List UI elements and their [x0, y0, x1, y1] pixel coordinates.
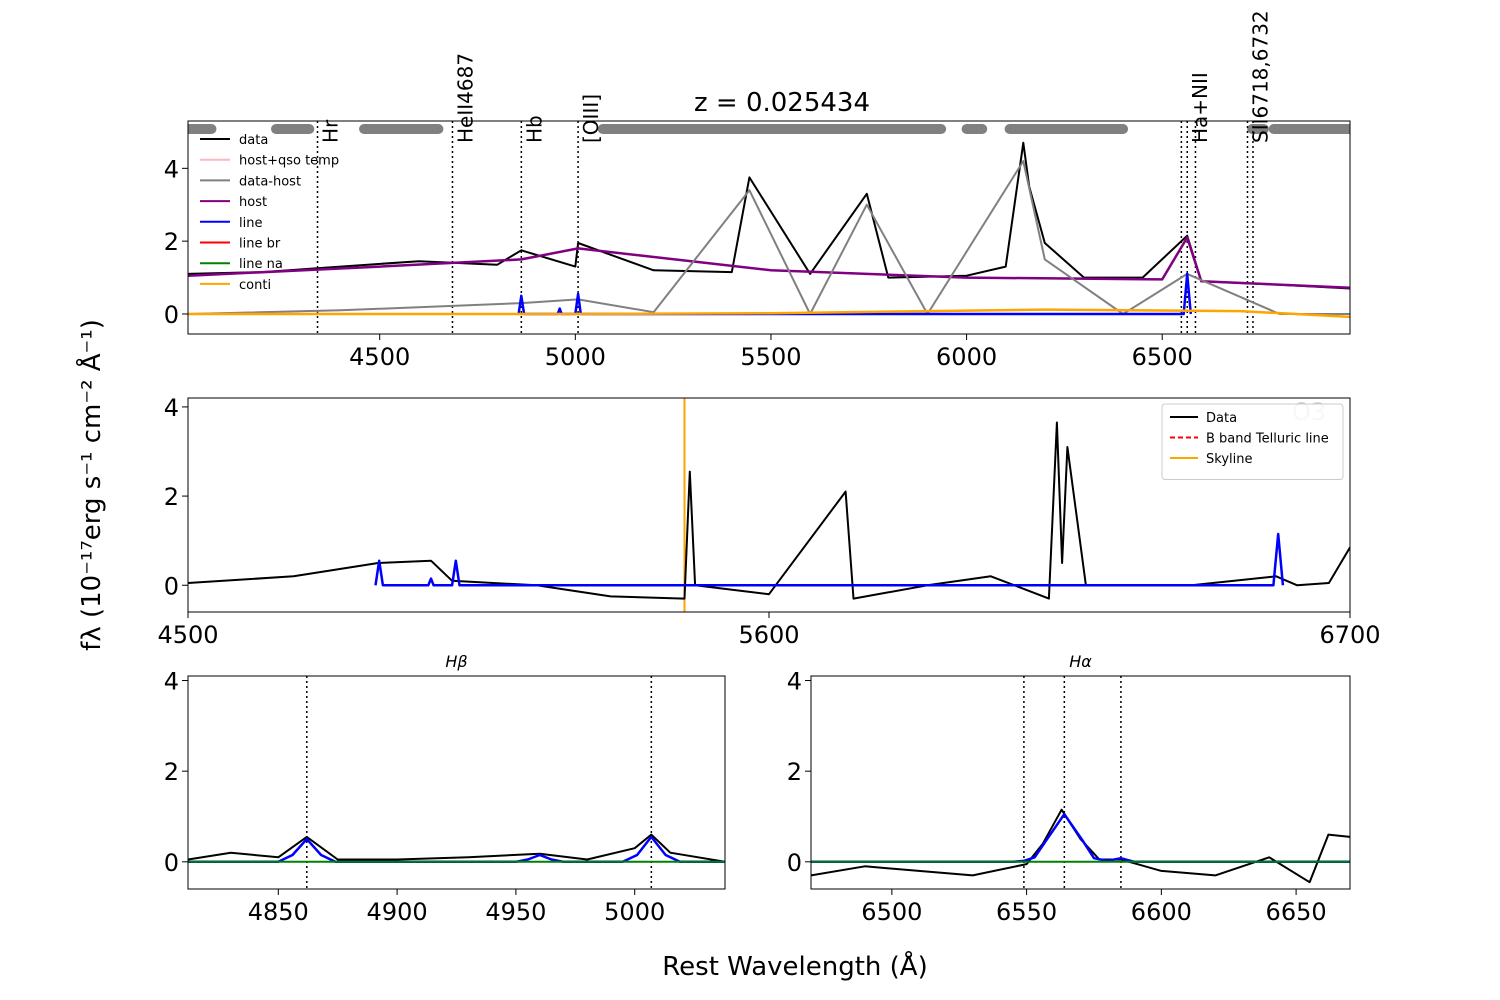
line-marker-label: SII6718,6732	[1249, 10, 1273, 143]
x-tick-label: 5000	[604, 898, 665, 926]
axes-frame	[187, 120, 1351, 335]
series-line	[811, 812, 1350, 864]
legend-label: data-host	[239, 174, 301, 189]
y-tick-label: 2	[164, 228, 179, 256]
legend-label: line br	[239, 237, 281, 252]
series-data-host	[188, 160, 1350, 315]
panel-residual-spectrum: 450056006700024O3DataB band Telluric lin…	[157, 394, 1380, 649]
legend-label: host+qso temp	[239, 154, 339, 169]
panel-hbeta-zoom: 4850 4900 4950 5000 0 2 4 Hβ	[164, 652, 726, 926]
line-marker-label: Hb	[522, 115, 546, 143]
x-tick-label: 6000	[936, 343, 997, 371]
x-tick-label: 4850	[248, 898, 309, 926]
legend-label: host	[239, 195, 267, 210]
x-tick-label: 5000	[545, 343, 606, 371]
series-line	[374, 532, 1285, 587]
subplot-title: Hα	[1069, 652, 1092, 671]
legend: Data B band Telluric line Skyline	[1161, 403, 1344, 480]
figure-title: z = 0.025434	[694, 88, 870, 118]
legend-box	[1161, 403, 1344, 480]
x-tick-label: 4500	[157, 621, 218, 649]
y-tick-label: 4	[164, 394, 179, 422]
x-tick-label: 6650	[1266, 898, 1327, 926]
x-tick-label: 4950	[485, 898, 546, 926]
x-tick-label: 6500	[1132, 343, 1193, 371]
series-conti	[188, 308, 1350, 319]
y-axis-label: fλ (10⁻¹⁷erg s⁻¹ cm⁻² Å⁻¹)	[75, 319, 107, 651]
plot-area	[188, 676, 725, 889]
y-tick-label: 4	[164, 668, 179, 696]
legend-label: Skyline	[1206, 452, 1252, 467]
y-tick-label: 2	[164, 758, 179, 786]
legend-label: data	[239, 133, 268, 148]
axes-frame	[187, 675, 726, 890]
legend-label: B band Telluric line	[1206, 432, 1329, 447]
y-tick-label: 0	[787, 849, 802, 877]
y-tick-label: 4	[787, 668, 802, 696]
legend-label: Data	[1206, 411, 1237, 426]
series-data	[811, 808, 1350, 884]
series-data	[188, 833, 725, 863]
axes-frame	[810, 675, 1351, 890]
legend-label: line na	[239, 257, 283, 272]
x-tick-label: 5500	[740, 343, 801, 371]
plot-area	[188, 121, 1350, 334]
series-line	[188, 835, 725, 864]
y-tick-label: 2	[787, 758, 802, 786]
plot-area	[811, 676, 1350, 889]
legend-label: line	[239, 216, 262, 231]
y-tick-label: 4	[164, 155, 179, 183]
subplot-title: Hβ	[445, 652, 467, 671]
line-marker-label: HeII4687	[454, 53, 478, 143]
panel-full-spectrum: 4500 5000 5500 6000 6500 0 2 4 Hr HeII4687 Hb [OIII…	[164, 10, 1351, 371]
legend: data host+qso temp data-host host line line b…	[200, 133, 339, 293]
line-marker-label: Hr	[319, 119, 343, 143]
panel-halpha-zoom: 6500 6550 6600 6650 0 2 4 Hα	[787, 652, 1351, 926]
x-tick-label: 6500	[861, 898, 922, 926]
x-tick-label: 5600	[738, 621, 799, 649]
y-tick-label: 0	[164, 849, 179, 877]
line-marker-label: Ha+NII	[1188, 72, 1212, 143]
chart-panels: 4500 5000 5500 6000 6500 0 2 4 Hr HeII4687 Hb [OIII…	[157, 10, 1380, 926]
plot-area	[188, 398, 1350, 612]
x-tick-label: 4900	[367, 898, 428, 926]
x-tick-label: 6600	[1131, 898, 1192, 926]
line-marker-label: [OIII]	[579, 94, 603, 143]
series-host	[188, 236, 1350, 290]
y-tick-label: 2	[164, 483, 179, 511]
x-tick-label: 6550	[996, 898, 1057, 926]
x-axis-label: Rest Wavelength (Å)	[662, 950, 927, 982]
legend-label: conti	[239, 278, 271, 293]
y-tick-label: 0	[164, 572, 179, 600]
y-tick-label: 0	[164, 301, 179, 329]
x-tick-label: 6700	[1319, 621, 1380, 649]
series-data	[188, 141, 1350, 290]
x-tick-label: 4500	[349, 343, 410, 371]
